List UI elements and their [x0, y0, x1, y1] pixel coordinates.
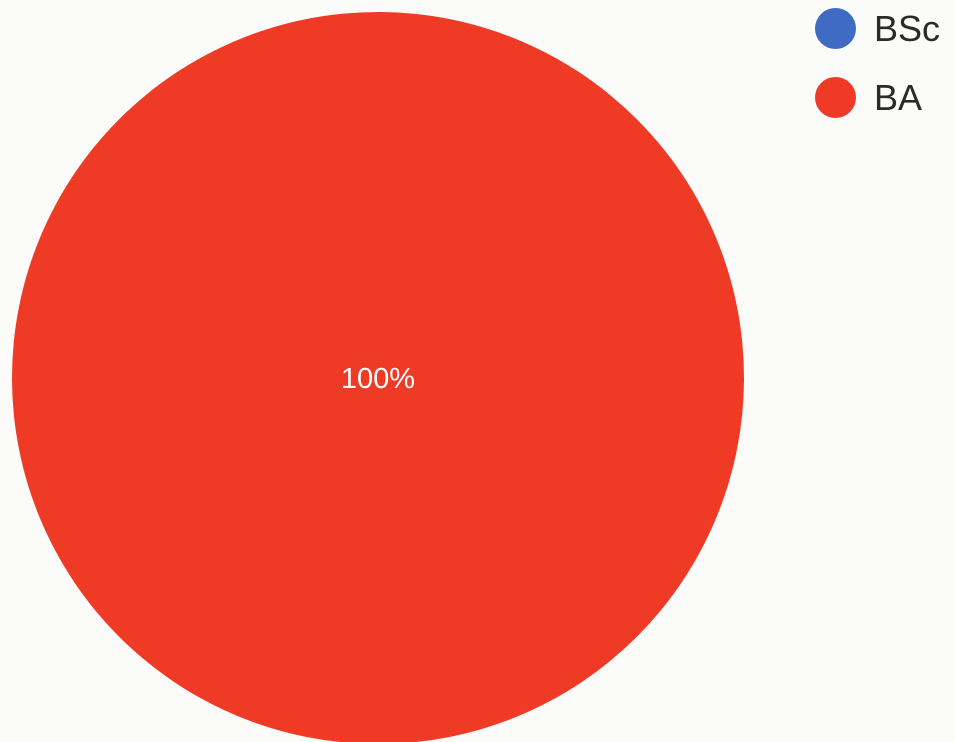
- legend: BSc BA: [815, 8, 940, 146]
- slice-label-ba: 100%: [341, 363, 415, 395]
- pie-slice-ba[interactable]: [12, 12, 744, 742]
- legend-item-ba[interactable]: BA: [815, 77, 940, 118]
- legend-label-ba: BA: [874, 76, 923, 118]
- legend-swatch-bsc: [815, 8, 856, 49]
- legend-label-bsc: BSc: [874, 7, 941, 49]
- legend-item-bsc[interactable]: BSc: [815, 8, 940, 49]
- legend-swatch-ba: [815, 77, 856, 118]
